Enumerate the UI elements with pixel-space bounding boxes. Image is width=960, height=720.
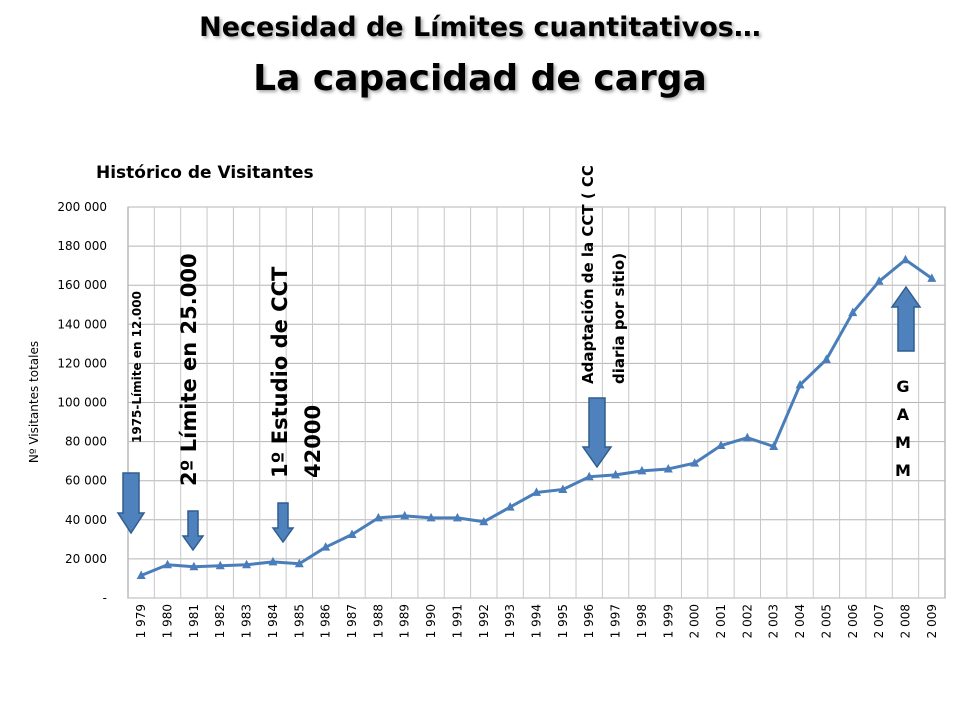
x-tick-label: 1 989 <box>398 604 412 638</box>
y-tick-label: 60 000 <box>65 474 107 488</box>
data-point-marker <box>479 516 489 526</box>
data-point-marker <box>716 440 726 450</box>
x-tick-label: 1 990 <box>424 604 438 638</box>
x-tick-label: 1 981 <box>187 604 201 638</box>
data-point-marker <box>742 432 752 442</box>
x-tick-label: 2 007 <box>872 604 886 638</box>
data-point-marker <box>426 512 436 522</box>
y-tick-label: 20 000 <box>65 552 107 566</box>
y-tick-label: 120 000 <box>57 356 107 370</box>
annotation-text: diaria por sitio) <box>610 253 628 384</box>
x-tick-label: 1 984 <box>266 604 280 638</box>
data-point-marker <box>400 510 410 520</box>
data-point-marker <box>821 354 831 363</box>
x-tick-label: 1 992 <box>477 604 491 638</box>
y-tick-label: 40 000 <box>65 513 107 527</box>
x-tick-label: 2 009 <box>925 604 939 638</box>
x-tick-label: 1 997 <box>609 604 623 638</box>
y-tick-label: 100 000 <box>57 396 107 410</box>
data-point-marker <box>769 441 779 450</box>
x-tick-label: 2 006 <box>846 604 860 638</box>
data-point-marker <box>294 558 304 568</box>
annotation-letter: A <box>897 405 910 424</box>
data-point-marker <box>663 463 673 473</box>
data-point-marker <box>637 465 647 475</box>
x-tick-label: 2 000 <box>688 604 702 638</box>
data-point-marker <box>163 559 173 569</box>
y-tick-label: 140 000 <box>57 317 107 331</box>
x-tick-label: 1 993 <box>503 604 517 638</box>
x-tick-label: 1 999 <box>661 604 675 638</box>
x-tick-label: 2 005 <box>819 604 833 638</box>
data-point-marker <box>505 502 515 511</box>
data-point-marker <box>584 471 594 481</box>
x-tick-label: 1 982 <box>213 604 227 638</box>
data-point-marker <box>690 458 700 467</box>
x-tick-label: 1 980 <box>161 604 175 638</box>
x-tick-label: 1 996 <box>582 604 596 638</box>
y-tick-label: 200 000 <box>57 200 107 214</box>
data-point-marker <box>611 469 621 479</box>
annotation-text: 1975-Límite en 12.000 <box>130 291 144 443</box>
x-tick-label: 2 003 <box>767 604 781 638</box>
data-point-marker <box>452 512 462 522</box>
arrow-icon <box>181 510 205 552</box>
annotation-letter: M <box>895 433 911 452</box>
x-tick-label: 1 983 <box>240 604 254 638</box>
data-point-marker <box>136 570 146 580</box>
x-tick-label: 1 988 <box>371 604 385 638</box>
data-point-marker <box>215 560 225 570</box>
x-tick-label: 2 004 <box>793 604 807 638</box>
data-point-marker <box>558 484 568 493</box>
data-point-marker <box>189 561 199 571</box>
chart-title: Histórico de Visitantes <box>96 163 314 183</box>
annotation-text: 2º Límite en 25.000 <box>177 253 201 486</box>
data-point-marker <box>900 254 910 264</box>
data-point-marker <box>373 512 383 522</box>
data-point-marker <box>321 542 331 551</box>
annotation-text: 42000 <box>301 405 325 478</box>
data-point-marker <box>874 276 884 285</box>
slide-title: Necesidad de Límites cuantitativos… <box>199 12 761 43</box>
data-point-marker <box>347 529 357 538</box>
annotation-letter: M <box>895 461 911 480</box>
y-tick-label: - <box>103 591 107 605</box>
y-tick-label: 80 000 <box>65 435 107 449</box>
y-tick-label: 180 000 <box>57 239 107 253</box>
data-point-marker <box>795 379 805 389</box>
arrow-icon <box>116 472 146 535</box>
data-point-marker <box>268 556 278 566</box>
x-tick-label: 2 002 <box>740 604 754 638</box>
x-tick-label: 1 986 <box>319 604 333 638</box>
data-point-marker <box>242 559 252 569</box>
x-tick-label: 1 985 <box>292 604 306 638</box>
data-point-marker <box>532 487 541 496</box>
arrow-icon <box>581 397 613 469</box>
data-point-marker <box>848 307 858 317</box>
x-tick-label: 2 001 <box>714 604 728 638</box>
x-tick-label: 2 008 <box>898 604 912 638</box>
y-tick-label: 160 000 <box>57 278 107 292</box>
data-point-marker <box>927 273 937 282</box>
y-axis-label: Nº Visitantes totales <box>27 341 41 463</box>
x-tick-label: 1 979 <box>134 604 148 638</box>
arrow-icon <box>271 502 295 544</box>
annotation-text: 1º Estudio de CCT <box>268 266 292 478</box>
annotation-letter: G <box>896 377 909 396</box>
slide-subtitle: La capacidad de carga <box>253 58 707 99</box>
x-tick-label: 1 998 <box>635 604 649 638</box>
x-tick-label: 1 995 <box>556 604 570 638</box>
arrow-icon <box>890 285 922 352</box>
x-tick-label: 1 991 <box>450 604 464 638</box>
annotation-text: Adaptación de la CCT ( CC <box>579 165 597 384</box>
x-tick-label: 1 994 <box>530 604 544 638</box>
x-tick-label: 1 987 <box>345 604 359 638</box>
